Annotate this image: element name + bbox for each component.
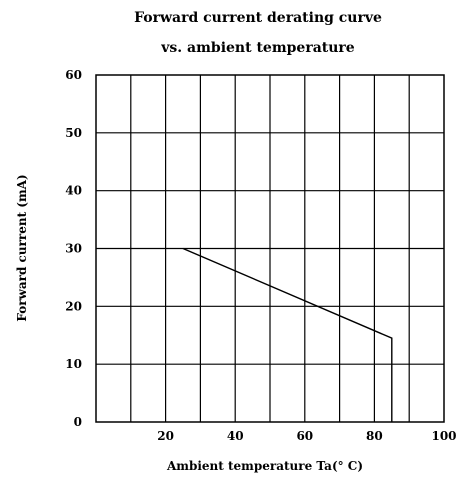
y-tick-label: 30 [65, 242, 82, 256]
y-tick-label: 40 [65, 184, 82, 198]
y-tick-label: 20 [65, 299, 82, 313]
plot-frame [95, 74, 445, 423]
y-tick-label: 50 [65, 126, 82, 140]
derating-curve-line [182, 247, 393, 422]
x-axis-label: Ambient temperature Ta(° C) [166, 459, 363, 473]
y-axis-label: Forward current (mA) [15, 174, 29, 321]
grid-lines [96, 75, 444, 422]
x-tick-label: 40 [227, 429, 244, 443]
x-tick-label: 20 [157, 429, 174, 443]
chart-title: Forward current derating curve [134, 10, 382, 26]
y-tick-label: 10 [65, 357, 82, 371]
tick-labels: 20 40 60 80 100 0 10 20 30 40 50 60 [65, 68, 456, 443]
x-tick-label: 80 [366, 429, 383, 443]
y-tick-label: 60 [65, 68, 82, 82]
x-tick-label: 60 [296, 429, 313, 443]
chart-subtitle: vs. ambient temperature [160, 40, 355, 56]
series-layer [182, 247, 393, 422]
y-tick-label: 0 [74, 415, 82, 429]
x-tick-label: 100 [431, 429, 456, 443]
